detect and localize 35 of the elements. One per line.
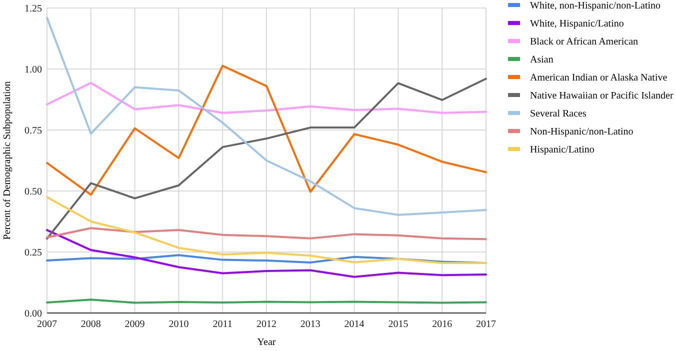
y-tick-label: 1.00	[24, 64, 42, 76]
x-axis-title: Year	[257, 337, 276, 348]
y-tick-label: 0.00	[24, 308, 42, 320]
legend-label: Asian	[530, 54, 554, 66]
x-tick-label: 2017	[476, 319, 496, 330]
line-series	[46, 64, 487, 196]
line-series	[46, 16, 487, 216]
line-series	[46, 229, 487, 278]
x-tick-label: 2009	[124, 319, 145, 330]
line-series	[46, 227, 487, 240]
legend-label: White, non-Hispanic/non-Latino	[530, 0, 661, 12]
legend-label: Hispanic/Latino	[530, 144, 594, 156]
legend-label: Several Races	[530, 108, 586, 120]
legend-label: Black or African American	[530, 36, 638, 48]
y-tick-label: 0.75	[24, 126, 42, 136]
x-tick-label: 2011	[212, 319, 232, 330]
legend-label: Native Hawaiian or Pacific Islander	[530, 90, 674, 102]
line-series	[46, 196, 487, 264]
legend-label: White, Hispanic/Latino	[530, 18, 624, 30]
y-tick-label: 0.50	[24, 186, 42, 198]
y-tick-label: 1.25	[24, 4, 42, 14]
x-tick-label: 2013	[300, 319, 320, 330]
x-tick-label: 2012	[256, 319, 276, 330]
x-tick-label: 2014	[344, 319, 364, 330]
x-tick-label: 2008	[80, 319, 101, 330]
x-tick-label: 2015	[388, 319, 408, 330]
y-tick-label: 0.25	[24, 248, 42, 258]
line-series	[46, 78, 487, 240]
x-tick-label: 2016	[432, 319, 452, 330]
line-series	[46, 82, 487, 114]
x-tick-label: 2007	[37, 319, 57, 330]
y-axis-title: Percent of Demographic Subpopulation	[2, 81, 13, 240]
legend-label: Non-Hispanic/non-Latino	[530, 126, 634, 138]
legend-label: American Indian or Alaska Native	[530, 72, 668, 84]
x-tick-label: 2010	[168, 319, 189, 330]
